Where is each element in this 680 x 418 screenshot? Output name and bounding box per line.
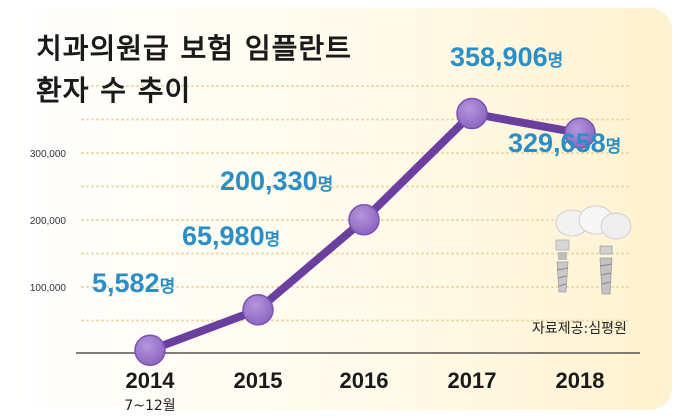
x-tick-label: 2018 [556,368,605,393]
data-label: 65,980명 [182,221,280,251]
data-point [242,294,274,326]
data-point [564,117,596,149]
title-line-1: 치과의원급 보험 임플란트 [36,32,352,65]
chart-title: 치과의원급 보험 임플란트 환자 수 추이 [36,28,352,112]
data-label: 358,906명 [450,42,563,72]
x-tick-label: 2014 [126,368,176,393]
implant-illustration [555,205,632,295]
x-tick-label: 2016 [340,368,389,393]
y-tick-label: 300,000 [30,149,67,160]
y-tick-label: 200,000 [30,216,67,227]
y-tick-label: 100,000 [30,283,67,294]
source-credit: 자료제공:심평원 [532,321,627,337]
x-tick-label: 2017 [448,368,497,393]
data-label: 5,582명 [92,268,175,298]
data-point [348,204,380,236]
x-tick-label: 2015 [234,368,283,393]
title-line-2: 환자 수 추이 [36,74,192,107]
data-label: 329,658명 [508,128,621,158]
data-point [456,97,488,130]
x-tick-note: 7~12월 [124,398,175,414]
data-point [134,334,166,367]
data-label: 200,330명 [220,166,333,196]
